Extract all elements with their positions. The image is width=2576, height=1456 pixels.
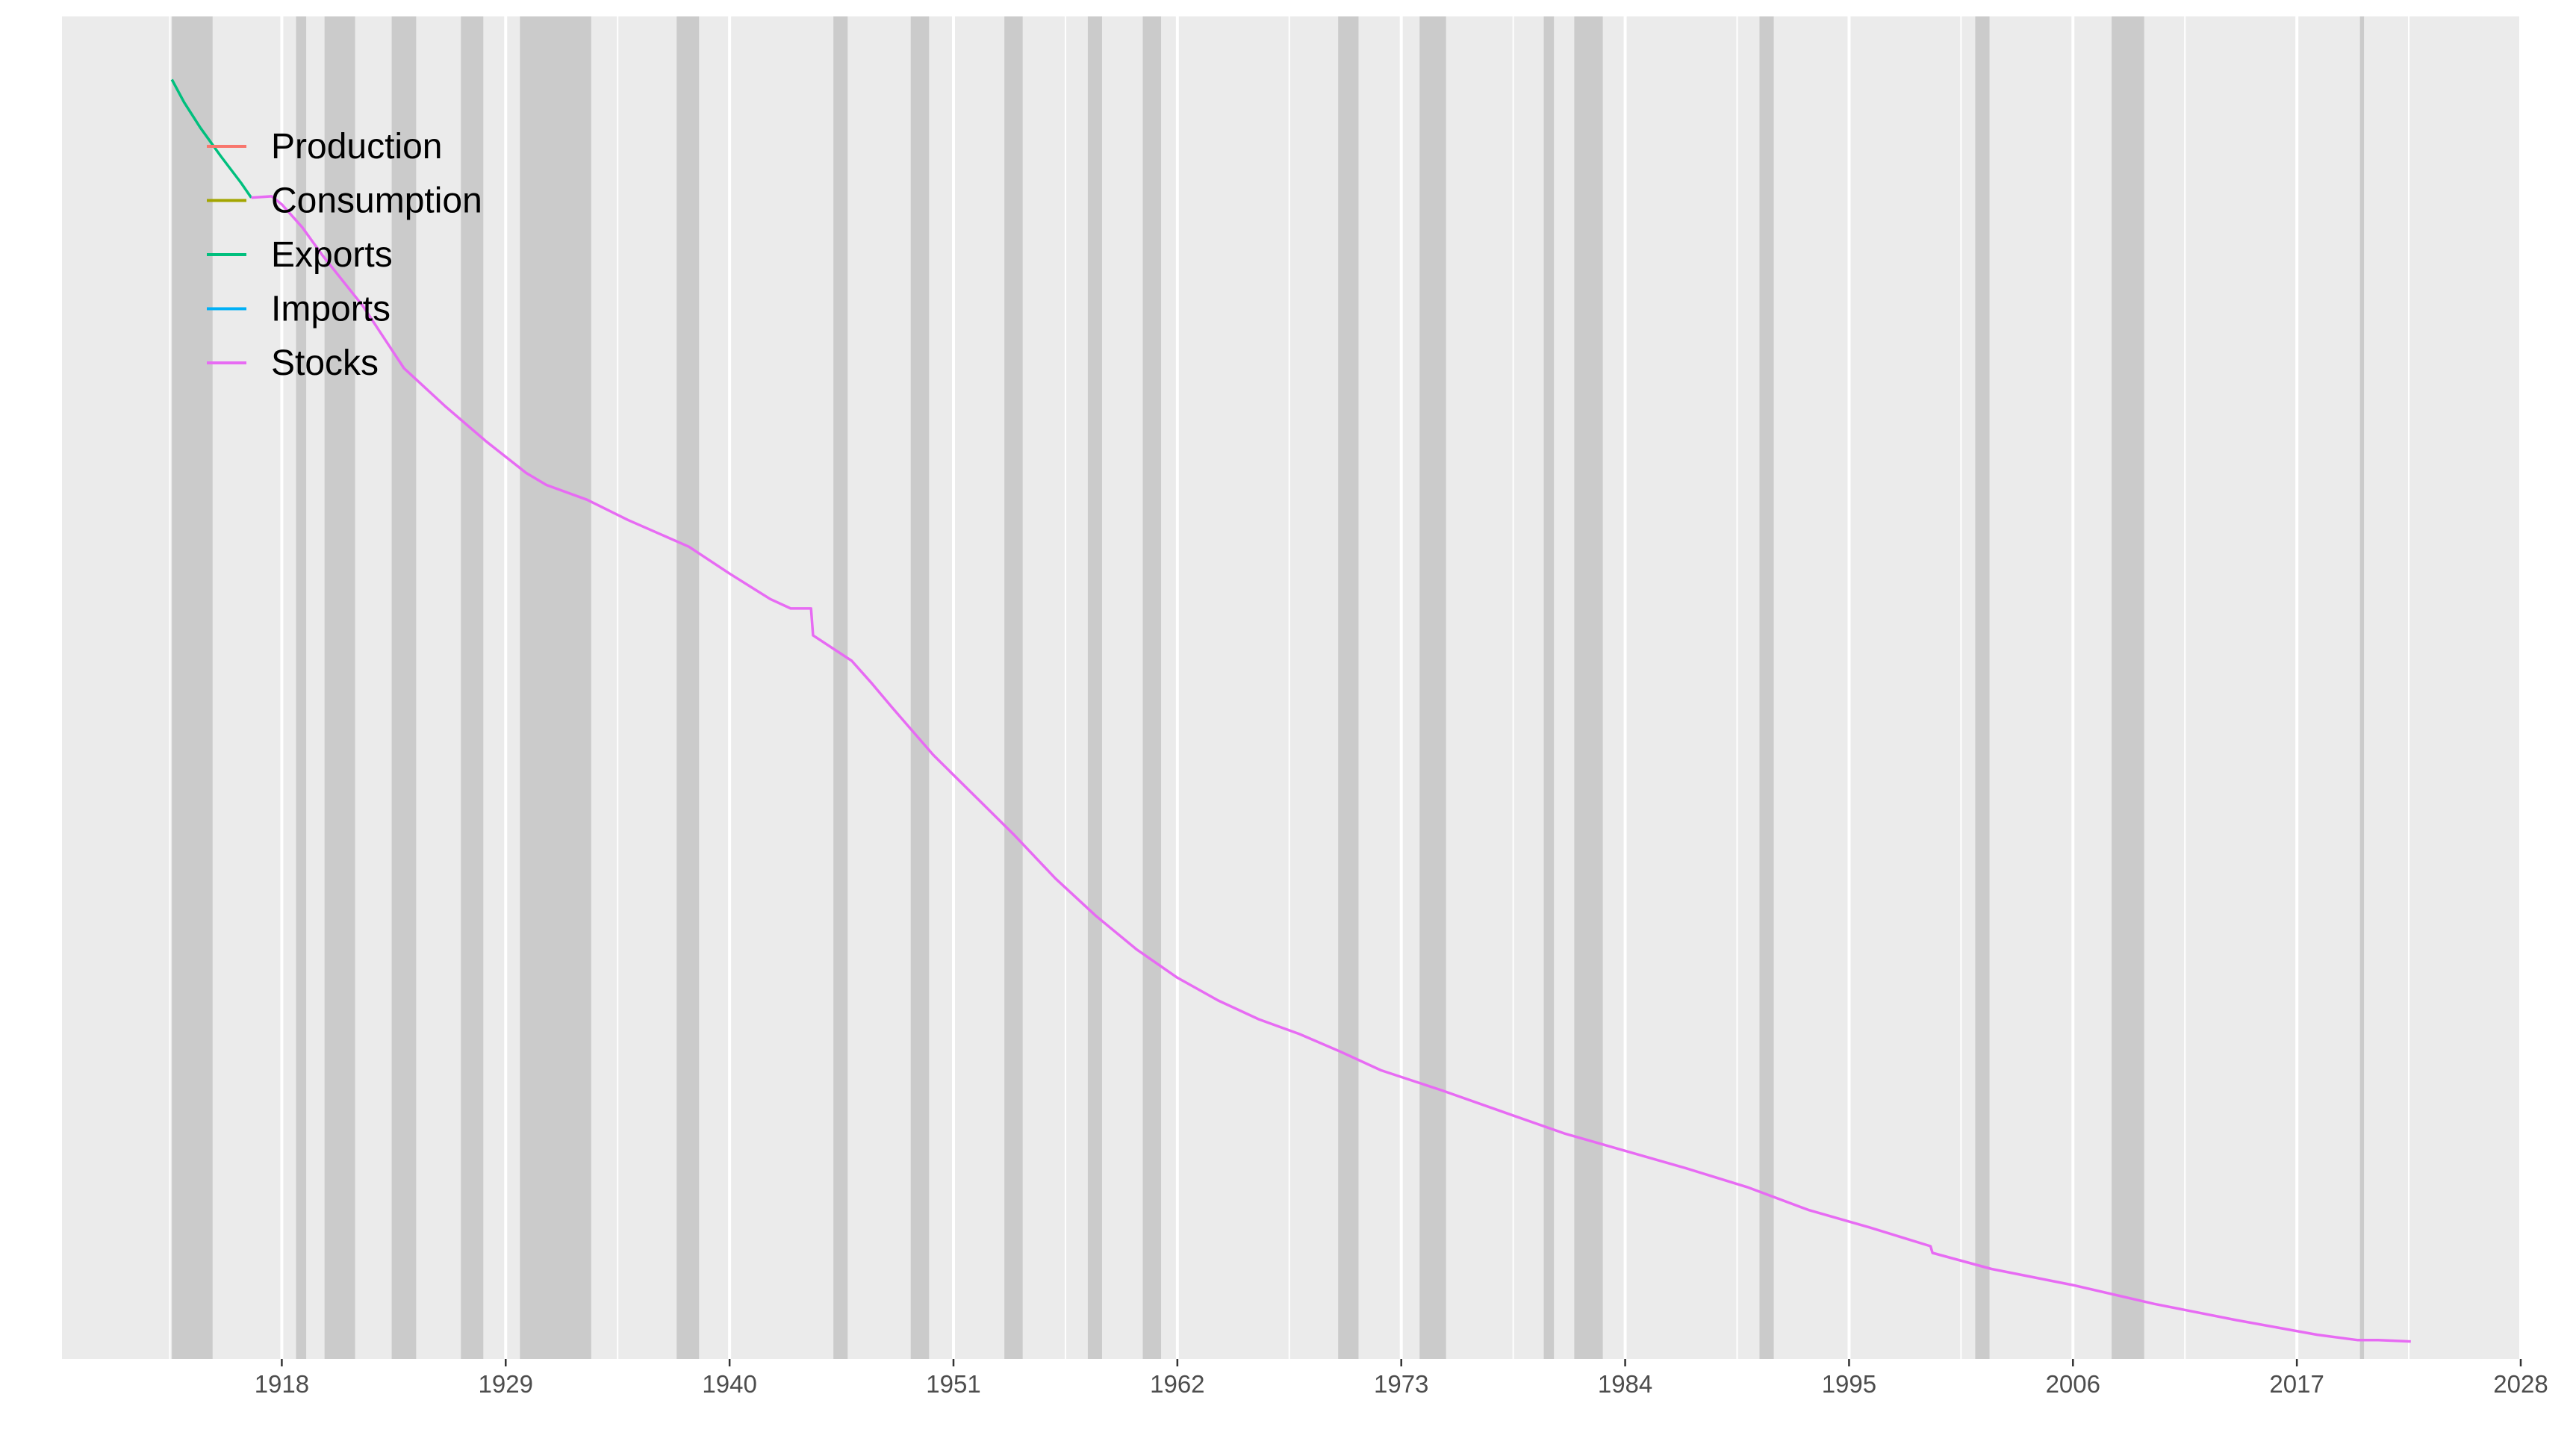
recession-band	[1759, 16, 1774, 1359]
recession-band	[1574, 16, 1603, 1359]
x-tick-label: 1940	[702, 1370, 756, 1398]
x-tick-label: 2006	[2046, 1370, 2100, 1398]
grid-lines	[169, 16, 2522, 1359]
recession-band	[676, 16, 700, 1359]
x-tick-label: 1995	[1822, 1370, 1876, 1398]
recession-bands	[172, 16, 2365, 1359]
recession-band	[391, 16, 417, 1359]
recession-band	[461, 16, 484, 1359]
recession-band	[324, 16, 355, 1359]
recession-band	[1142, 16, 1162, 1359]
legend-item-exports: Exports	[207, 235, 393, 275]
legend-label: Exports	[271, 235, 393, 275]
recession-band	[296, 16, 307, 1359]
x-tick-label: 1984	[1598, 1370, 1652, 1398]
legend-label: Production	[271, 127, 442, 167]
recession-band	[910, 16, 930, 1359]
legend-item-production: Production	[207, 127, 442, 167]
legend-item-stocks: Stocks	[207, 343, 379, 383]
recession-band	[520, 16, 591, 1359]
recession-band	[1004, 16, 1023, 1359]
legend-label: Consumption	[271, 181, 482, 221]
recession-band	[172, 16, 213, 1359]
legend: Production Consumption Exports Imports Stock…	[207, 127, 482, 383]
x-tick-label: 1962	[1150, 1370, 1204, 1398]
recession-band	[833, 16, 848, 1359]
legend-label: Imports	[271, 290, 391, 329]
legend-label: Stocks	[271, 343, 379, 383]
recession-band	[1975, 16, 1990, 1359]
x-tick-label: 2017	[2269, 1370, 2324, 1398]
series-line-exports	[170, 78, 252, 199]
legend-item-imports: Imports	[207, 290, 391, 329]
recession-band	[2359, 16, 2365, 1359]
recession-band	[1338, 16, 1359, 1359]
x-tick-label: 1929	[479, 1370, 533, 1398]
x-tick-label: 1918	[255, 1370, 309, 1398]
x-tick-label: 1951	[926, 1370, 980, 1398]
series-lines	[170, 78, 2411, 1343]
recession-band	[2112, 16, 2144, 1359]
series-line-stocks	[251, 195, 2411, 1343]
recession-band	[1543, 16, 1555, 1359]
legend-item-consumption: Consumption	[207, 181, 482, 221]
recession-band	[1419, 16, 1446, 1359]
x-axis: 1918 1929 1940 1951 1962 1973 1984 1995 2006 2017…	[255, 1359, 2548, 1398]
recession-band	[1087, 16, 1102, 1359]
x-tick-label: 1973	[1374, 1370, 1428, 1398]
x-tick-label: 2028	[2493, 1370, 2548, 1398]
